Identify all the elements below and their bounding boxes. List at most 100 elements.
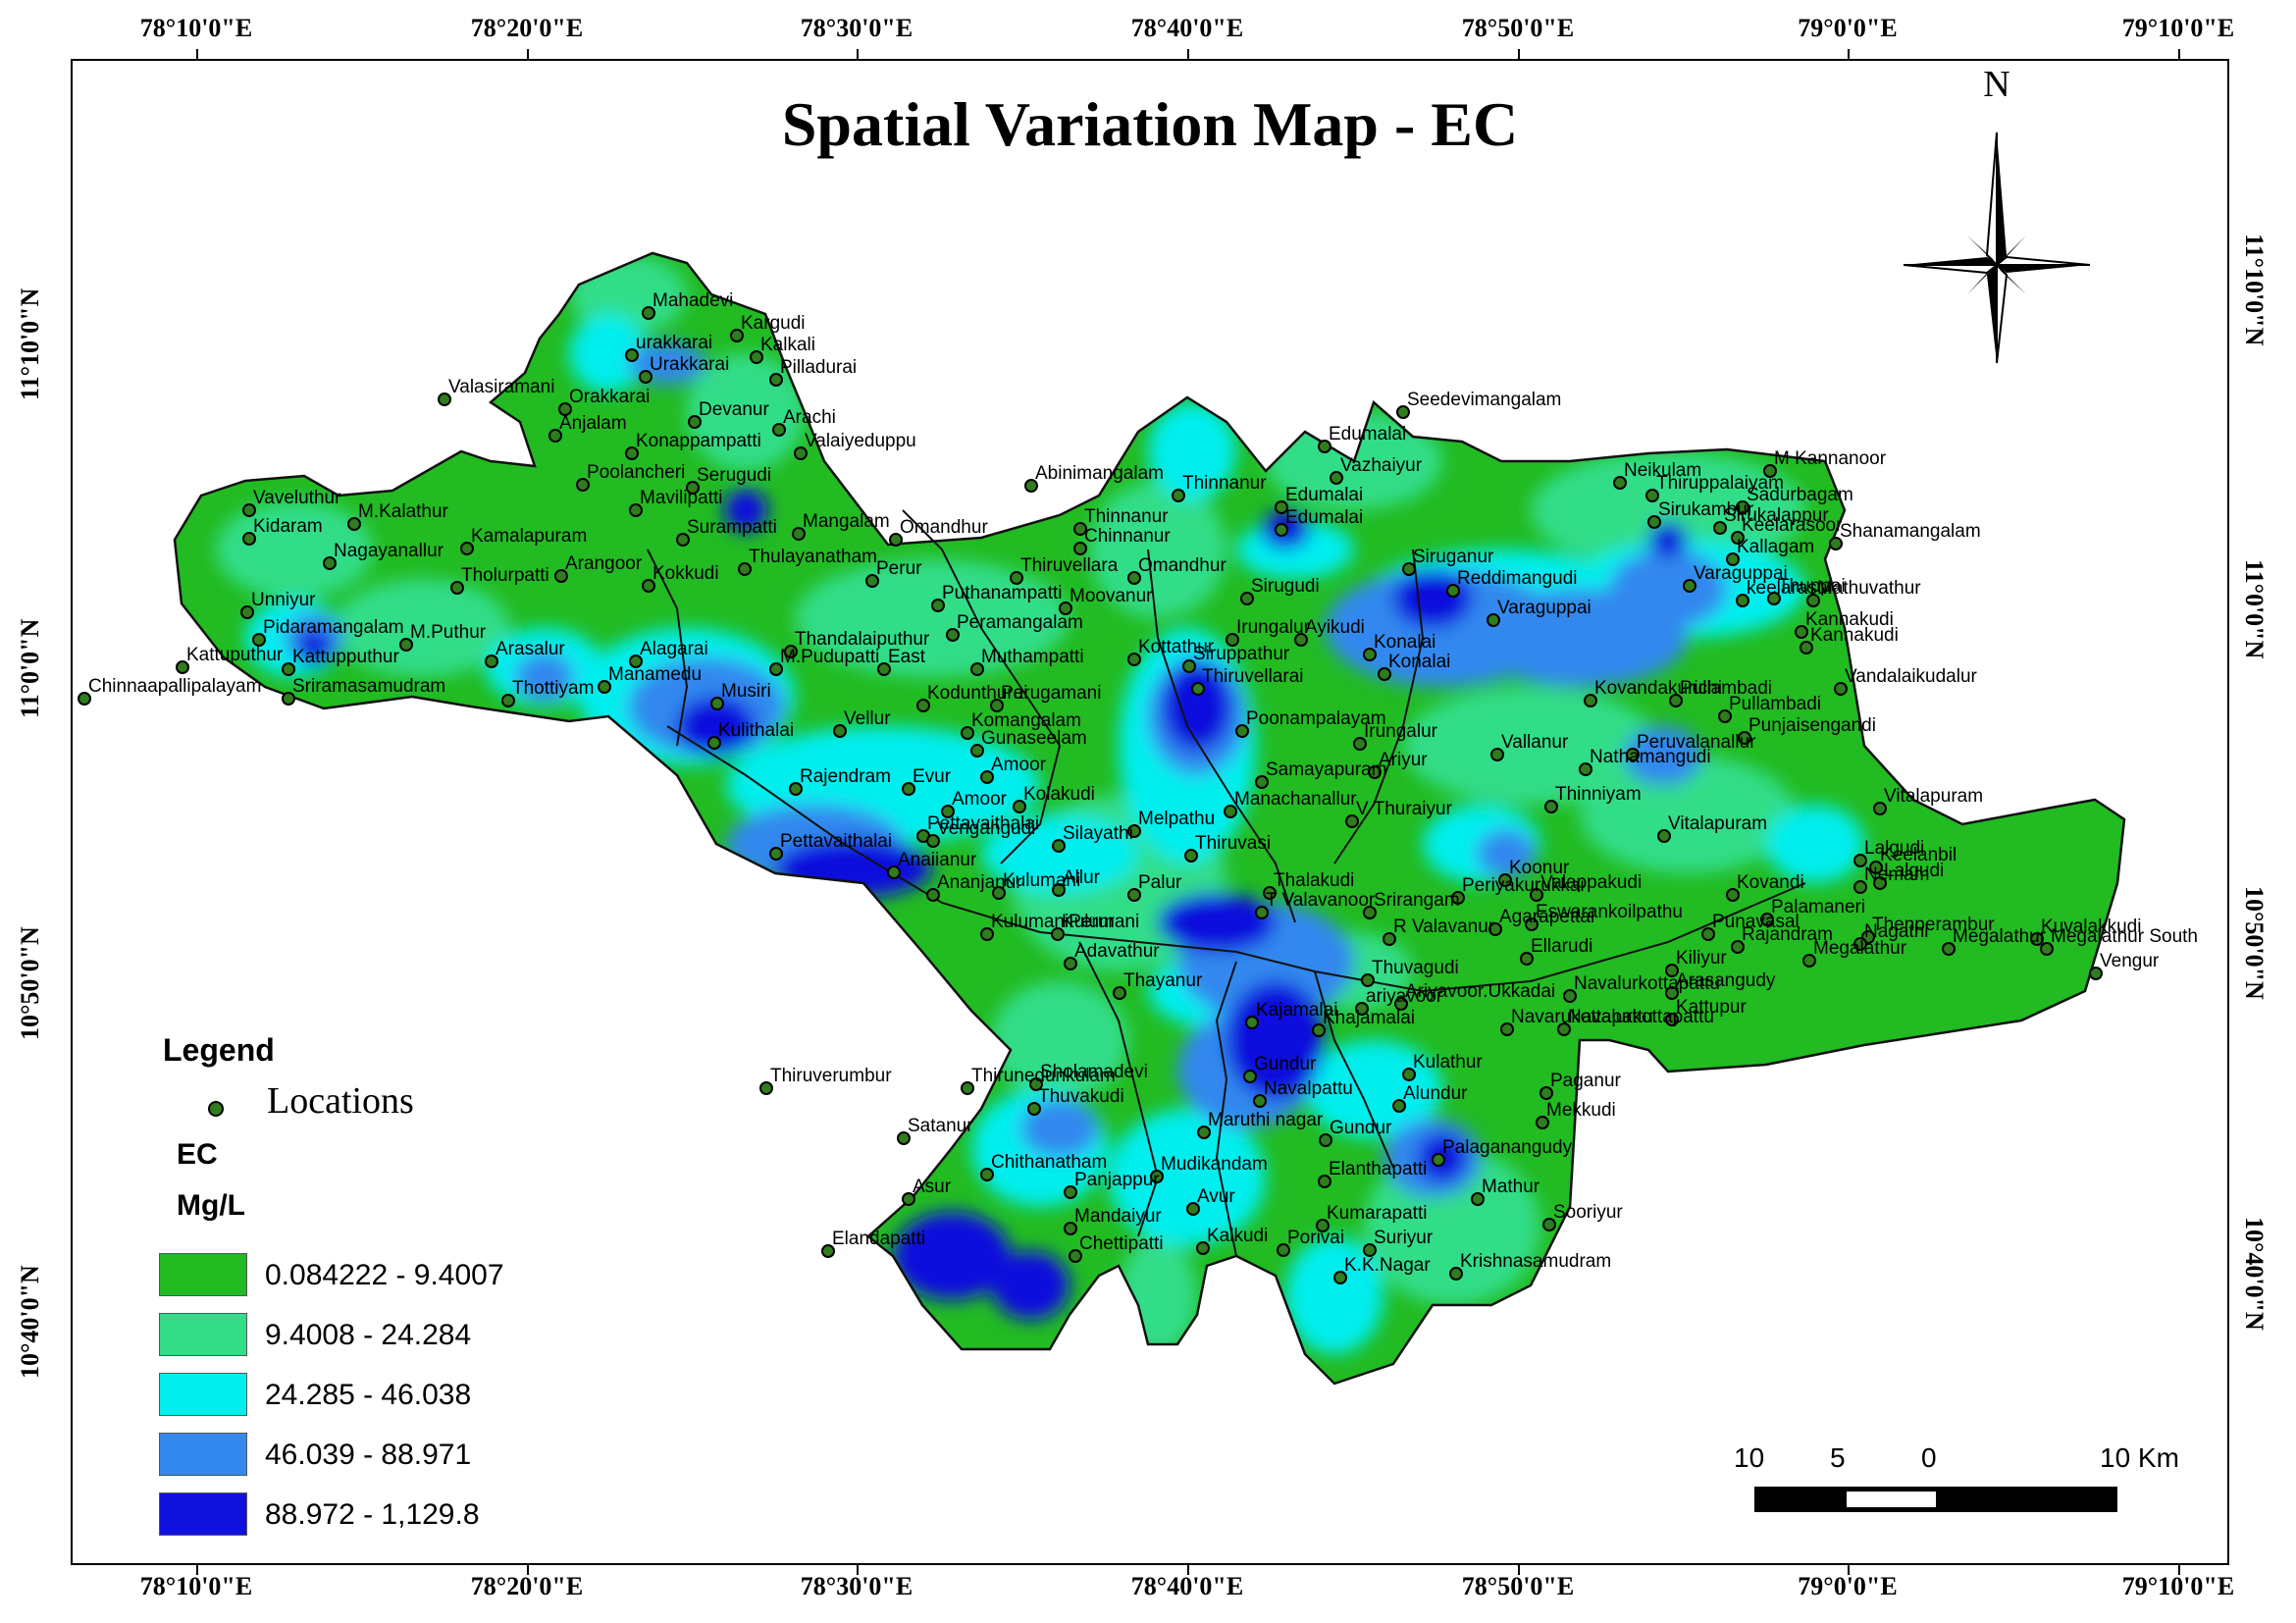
location-label: Thenperambur (1872, 915, 1995, 935)
location-marker (772, 423, 786, 437)
tick (196, 1565, 198, 1575)
location-label: Kiliyur (1676, 948, 1727, 969)
location-label: Chinnaapallipalayam (88, 676, 262, 697)
location-marker (642, 306, 655, 320)
location-label: Palamaneri (1771, 897, 1866, 917)
location-marker (1487, 613, 1500, 627)
location-marker (1378, 667, 1391, 681)
location-label: Kovandi (1737, 872, 1804, 893)
location-label: M.Pudupatti (780, 647, 880, 667)
location-marker (2030, 932, 2044, 946)
location-label: Musiri (721, 681, 771, 702)
location-label: Sooriyur (1553, 1202, 1623, 1223)
location-marker (1498, 873, 1512, 887)
location-marker (629, 503, 643, 517)
lat-label-right: 11°0'0"N (2240, 559, 2269, 659)
location-label: Mathuvathur (1817, 578, 1921, 599)
location-marker (1052, 839, 1066, 853)
location-marker (78, 692, 91, 706)
location-label: East (888, 647, 926, 667)
location-marker (1383, 932, 1396, 946)
location-marker (450, 581, 464, 595)
location-label: Omandhur (1138, 555, 1226, 576)
location-marker (1446, 584, 1460, 598)
location-marker (730, 329, 744, 342)
location-label: Pidaramangalam (263, 617, 404, 638)
location-label: Kovandakurichi (1594, 678, 1722, 699)
location-marker (1584, 694, 1597, 707)
location-marker (961, 726, 974, 740)
location-label: Navalpattu (1264, 1078, 1353, 1099)
location-marker (887, 865, 901, 879)
location-marker (1713, 521, 1727, 535)
location-marker (1530, 888, 1543, 902)
location-label: Pilladurai (780, 357, 858, 378)
location-label: Urakkarai (650, 354, 730, 375)
location-marker (1665, 986, 1679, 1000)
location-marker (282, 692, 295, 706)
location-marker (1490, 748, 1504, 761)
location-label: Melpathu (1138, 809, 1216, 829)
location-label: Kulathur (1413, 1052, 1483, 1073)
location-label: Kajamalai (1256, 1000, 1338, 1021)
location-label: Vellur (844, 708, 891, 729)
location-marker (1800, 641, 1813, 654)
location-label: Irungalur (1236, 617, 1310, 638)
tick (1848, 49, 1850, 59)
location-label: Palaganangudy (1442, 1137, 1573, 1158)
lon-label-top: 78°20'0"E (470, 14, 584, 42)
location-label: Thinnanur (1182, 473, 1267, 494)
location-marker (625, 348, 639, 362)
location-marker (323, 556, 337, 570)
location-label: Thiruppalaiyam (1656, 473, 1784, 494)
location-marker (1226, 633, 1239, 647)
location-label: Vazhaiyur (1340, 455, 1423, 476)
location-label: Omandhur (900, 517, 988, 538)
location-marker (1368, 765, 1382, 779)
location-label: Devanur (699, 399, 769, 420)
location-marker (438, 393, 451, 406)
location-label: Thiruvasi (1195, 833, 1272, 854)
location-marker (1500, 1022, 1514, 1036)
location-marker (1873, 802, 1887, 815)
location-marker (1853, 880, 1867, 894)
location-label: Alagarai (640, 639, 708, 659)
location-label: Kulithalai (718, 720, 795, 741)
location-marker (1718, 709, 1732, 723)
location-marker (889, 533, 903, 547)
location-label: Nagathi (1864, 921, 1929, 942)
location-label: keelarasur (1747, 578, 1834, 599)
location-label: Perur (876, 558, 922, 579)
location-marker (1536, 1116, 1549, 1129)
location-marker-icon (208, 1101, 224, 1117)
location-marker (629, 654, 643, 668)
location-label: Anjalam (559, 413, 627, 434)
lon-label-top: 78°30'0"E (800, 14, 913, 42)
location-label: Valaiyeduppu (805, 431, 916, 451)
location-label: Kattupputhur (292, 647, 399, 667)
location-label: Arasangudy (1676, 970, 1776, 991)
location-label: Sadurbagam (1747, 485, 1853, 505)
location-marker (1760, 913, 1774, 926)
location-marker (902, 1192, 915, 1206)
location-marker (1853, 854, 1867, 867)
location-label: Rajandram (1742, 924, 1833, 945)
location-marker (1197, 1126, 1211, 1139)
ec-surface (173, 251, 2126, 1386)
location-marker (1731, 940, 1745, 954)
location-label: Porivai (1287, 1228, 1345, 1248)
location-label: Varaguppai (1694, 563, 1788, 584)
location-label: Kumarapatti (1327, 1203, 1428, 1224)
location-marker (1657, 829, 1671, 843)
location-marker (946, 628, 960, 642)
location-label: Nathamangudi (1590, 747, 1711, 767)
location-label: Kannakudi (1805, 609, 1894, 630)
location-marker (1613, 476, 1627, 490)
legend-class-label: 0.084222 - 9.4007 (265, 1259, 504, 1291)
location-label: Thayanur (1123, 970, 1203, 991)
location-label: Sirukambur (1658, 499, 1754, 520)
location-label: Pettavaithalai (927, 813, 1040, 834)
location-label: Amoor (991, 755, 1046, 775)
location-label: Sholamadevi (1040, 1062, 1148, 1082)
location-label: Manamedu (608, 664, 703, 685)
